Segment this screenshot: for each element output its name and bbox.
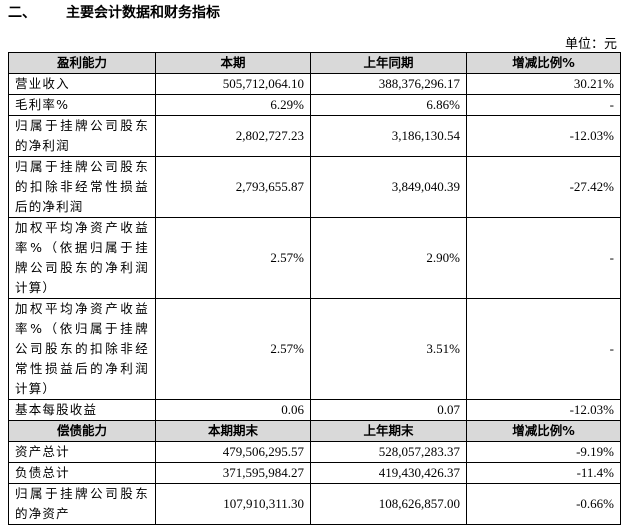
cell: 0.07 bbox=[310, 399, 467, 421]
cell: 2.57% bbox=[155, 298, 311, 400]
cell: - bbox=[466, 94, 621, 116]
cell: 108,626,857.00 bbox=[310, 483, 467, 525]
row-label: 营业收入 bbox=[8, 73, 156, 95]
header-cell: 盈利能力 bbox=[8, 52, 156, 74]
header-cell: 偿债能力 bbox=[8, 420, 156, 442]
row-label: 归属于挂牌公司股东的扣除非经常性损益后的净利润 bbox=[8, 156, 156, 218]
cell: 2,793,655.87 bbox=[155, 156, 311, 218]
cell: -27.42% bbox=[466, 156, 621, 218]
row-label: 加权平均净资产收益率%（依据归属于挂牌公司股东的净利润计算） bbox=[8, 217, 156, 299]
data-row: 营业收入 505,712,064.10 388,376,296.17 30.21% bbox=[8, 73, 621, 95]
finance-table: 盈利能力 本期 上年同期 增减比例% 营业收入 505,712,064.10 388,376… bbox=[8, 52, 621, 525]
header-cell: 本期期末 bbox=[155, 420, 311, 442]
data-row: 基本每股收益 0.06 0.07 -12.03% bbox=[8, 399, 621, 421]
cell: 6.29% bbox=[155, 94, 311, 116]
data-row: 资产总计 479,506,295.57 528,057,283.37 -9.19% bbox=[8, 441, 621, 463]
data-row: 归属于挂牌公司股东的净利润 2,802,727.23 3,186,130.54 -12… bbox=[8, 115, 621, 157]
cell: - bbox=[466, 298, 621, 400]
cell: -12.03% bbox=[466, 399, 621, 421]
cell: 2.57% bbox=[155, 217, 311, 299]
cell: 3.51% bbox=[310, 298, 467, 400]
header-cell: 上年同期 bbox=[310, 52, 467, 74]
header-cell: 增减比例% bbox=[466, 52, 621, 74]
header-cell: 上年期末 bbox=[310, 420, 467, 442]
data-row: 负债总计 371,595,984.27 419,430,426.37 -11.4% bbox=[8, 462, 621, 484]
row-label: 加权平均净资产收益率%（依归属于挂牌公司股东的扣除非经常性损益后的净利润计算） bbox=[8, 298, 156, 400]
cell: 0.06 bbox=[155, 399, 311, 421]
cell: 505,712,064.10 bbox=[155, 73, 311, 95]
cell: 371,595,984.27 bbox=[155, 462, 311, 484]
cell: 30.21% bbox=[466, 73, 621, 95]
data-row: 归属于挂牌公司股东的扣除非经常性损益后的净利润 2,793,655.87 3,849… bbox=[8, 156, 621, 218]
row-label: 归属于挂牌公司股东的净资产 bbox=[8, 483, 156, 525]
cell: -11.4% bbox=[466, 462, 621, 484]
cell: -0.66% bbox=[466, 483, 621, 525]
cell: - bbox=[466, 217, 621, 299]
row-label: 基本每股收益 bbox=[8, 399, 156, 421]
data-row: 加权平均净资产收益率%（依据归属于挂牌公司股东的净利润计算） 2.57% 2.90%… bbox=[8, 217, 621, 299]
data-row: 归属于挂牌公司股东的净资产 107,910,311.30 108,626,857.0… bbox=[8, 483, 621, 525]
header-cell: 增减比例% bbox=[466, 420, 621, 442]
row-label: 毛利率% bbox=[8, 94, 156, 116]
row-label: 归属于挂牌公司股东的净利润 bbox=[8, 115, 156, 157]
header-row: 偿债能力 本期期末 上年期末 增减比例% bbox=[8, 420, 621, 442]
heading: 二、 主要会计数据和财务指标 bbox=[8, 2, 250, 22]
data-row: 毛利率% 6.29% 6.86% - bbox=[8, 94, 621, 116]
heading-number: 二、 bbox=[8, 5, 36, 21]
cell: 2.90% bbox=[310, 217, 467, 299]
row-label: 负债总计 bbox=[8, 462, 156, 484]
unit: 单位：元 bbox=[564, 36, 617, 51]
header-cell: 本期 bbox=[155, 52, 311, 74]
data-row: 加权平均净资产收益率%（依归属于挂牌公司股东的扣除非经常性损益后的净利润计算） 2… bbox=[8, 298, 621, 400]
cell: 6.86% bbox=[310, 94, 467, 116]
cell: 3,849,040.39 bbox=[310, 156, 467, 218]
cell: 2,802,727.23 bbox=[155, 115, 311, 157]
cell: 528,057,283.37 bbox=[310, 441, 467, 463]
cell: 3,186,130.54 bbox=[310, 115, 467, 157]
heading-title: 主要会计数据和财务指标 bbox=[66, 5, 220, 21]
cell: -12.03% bbox=[466, 115, 621, 157]
cell: 388,376,296.17 bbox=[310, 73, 467, 95]
cell: 107,910,311.30 bbox=[155, 483, 311, 525]
row-label: 资产总计 bbox=[8, 441, 156, 463]
page: 二、 主要会计数据和财务指标 单位：元 盈利能力 本期 上年同期 增减比例% 营业收入 50… bbox=[8, 2, 621, 525]
cell: 479,506,295.57 bbox=[155, 441, 311, 463]
header-row: 盈利能力 本期 上年同期 增减比例% bbox=[8, 52, 621, 74]
cell: -9.19% bbox=[466, 441, 621, 463]
cell: 419,430,426.37 bbox=[310, 462, 467, 484]
